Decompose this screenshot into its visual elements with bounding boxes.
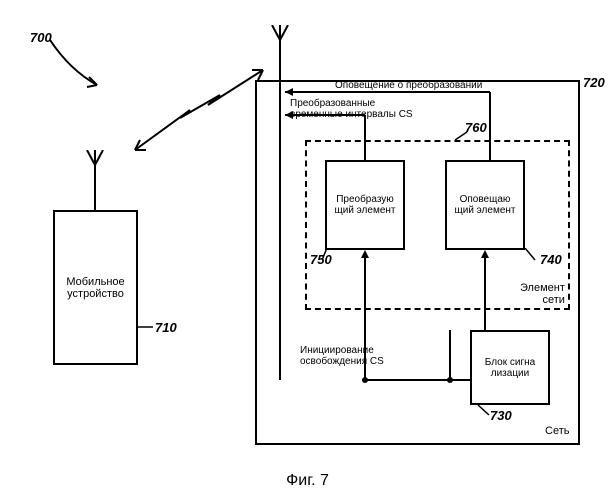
notifier-box: Оповещаю щий элемент [445, 160, 525, 250]
network-label: Сеть [545, 425, 569, 437]
notification-label: Оповещение о преобразовании [335, 80, 482, 91]
ref-signaling: 730 [490, 408, 512, 423]
notifier-pointer [525, 248, 540, 266]
converter-pointer [322, 248, 337, 266]
mobile-device-box: Мобильное устройство [53, 210, 138, 365]
signaling-pointer [475, 405, 493, 423]
ref-mobile: 710 [155, 320, 177, 335]
converted-ts-label: Преобразованные временные интервалы CS [290, 98, 413, 120]
figure-caption: Фиг. 7 [0, 472, 615, 490]
antenna-mobile-icon [85, 150, 105, 210]
net-element-label: Элемент сети [520, 282, 565, 306]
signaling-box: Блок сигна лизации [470, 330, 550, 405]
initiate-release-label: Инициирование освобождения CS [300, 345, 384, 367]
signaling-label: Блок сигна лизации [485, 357, 535, 379]
mobile-device-label: Мобильное устройство [66, 276, 124, 300]
wireless-signal-icon [130, 55, 275, 155]
ref-notifier: 740 [540, 252, 562, 267]
pointer-arrow-icon [45, 35, 110, 95]
converter-label: Преобразую щий элемент [335, 194, 396, 216]
mobile-ref-pointer [138, 320, 158, 335]
converter-box: Преобразую щий элемент [325, 160, 405, 250]
net-element-pointer [455, 130, 475, 145]
ref-network: 720 [583, 75, 605, 90]
ref-main: 700 [30, 30, 52, 45]
notifier-label: Оповещаю щий элемент [455, 194, 516, 216]
